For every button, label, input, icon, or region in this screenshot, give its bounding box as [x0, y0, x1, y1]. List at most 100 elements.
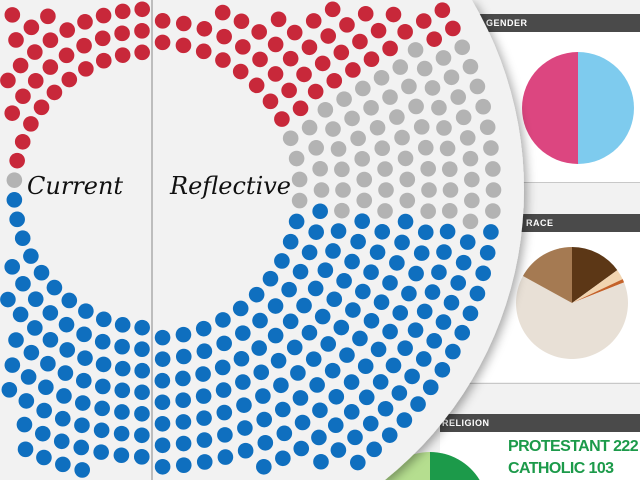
seat-dot-reflective: [320, 28, 337, 44]
seat-dot-reflective: [215, 52, 231, 68]
seat-dot-reflective: [301, 119, 318, 136]
seat-dot-current: [8, 32, 24, 48]
seat-dot-reflective: [421, 182, 437, 198]
seat-dot-reflective: [257, 434, 274, 451]
seat-dot-reflective: [397, 24, 413, 40]
seat-dot-current: [42, 59, 59, 75]
seat-dot-reflective: [424, 80, 441, 96]
seat-dot-reflective: [475, 265, 491, 282]
seat-dot-reflective: [281, 281, 297, 298]
seat-dot-reflective: [443, 69, 460, 86]
seat-dot-current: [113, 425, 130, 442]
seat-dot-current: [134, 341, 150, 357]
seat-dot-reflective: [422, 379, 439, 396]
seat-dot-reflective: [274, 253, 290, 269]
seat-dot-reflective: [312, 402, 328, 419]
seat-dot-reflective: [382, 275, 398, 291]
seat-dot-reflective: [356, 192, 373, 209]
seat-dot-reflective: [291, 171, 308, 188]
seat-dot-reflective: [301, 244, 318, 261]
seat-dot-reflective: [416, 303, 433, 320]
seat-dot-reflective: [434, 2, 451, 19]
seat-dot-reflective: [175, 326, 192, 343]
seat-dot-current: [27, 44, 43, 60]
seat-dot-current: [95, 52, 112, 69]
seat-dot-reflective: [293, 440, 310, 457]
seat-dot-reflective: [256, 458, 272, 475]
seat-dot-current: [46, 279, 63, 296]
seat-dot-current: [133, 449, 150, 465]
seat-dot-reflective: [307, 280, 324, 297]
seat-dot-reflective: [462, 58, 479, 75]
seat-dot-reflective: [357, 5, 374, 22]
seat-dot-reflective: [216, 335, 232, 352]
seat-dot-reflective: [248, 77, 265, 94]
seat-dot-reflective: [363, 51, 380, 68]
seat-dot-reflective: [313, 182, 330, 198]
seat-dot-reflective: [330, 442, 347, 458]
seat-dot-reflective: [286, 339, 303, 356]
seat-dot-reflective: [196, 343, 213, 360]
seat-dot-reflective: [377, 161, 393, 177]
seat-dot-reflective: [270, 352, 287, 369]
seat-dot-current: [55, 456, 71, 473]
seat-dot-current: [4, 357, 21, 373]
seat-dot-reflective: [328, 388, 345, 405]
seat-dot-reflective: [373, 294, 390, 311]
religion-label-catholic: CATHOLIC 103: [508, 460, 614, 477]
seat-dot-reflective: [475, 98, 491, 115]
seat-dot-current: [15, 88, 31, 105]
seat-dot-reflective: [317, 262, 334, 278]
seat-dot-current: [114, 3, 131, 20]
seat-dot-reflective: [235, 374, 251, 390]
seat-dot-reflective: [436, 120, 452, 136]
seat-dot-reflective: [439, 223, 456, 240]
seat-dot-reflective: [195, 366, 211, 382]
seat-dot-reflective: [435, 314, 452, 330]
seat-dot-reflective: [381, 427, 398, 443]
religion-header: RELIGION: [440, 414, 640, 432]
seat-dot-current: [114, 47, 131, 63]
seat-dot-current: [0, 291, 16, 308]
seat-dot-reflective: [362, 415, 379, 432]
seat-dot-reflective: [154, 351, 171, 367]
seat-dot-reflective: [424, 284, 441, 300]
seat-dot-reflective: [282, 130, 299, 147]
seat-dot-reflective: [305, 13, 322, 29]
seat-dot-reflective: [339, 347, 355, 363]
seat-dot-reflective: [217, 449, 234, 465]
seat-dot-reflective: [410, 396, 426, 412]
seat-dot-current: [75, 372, 92, 389]
seat-dot-reflective: [454, 39, 471, 56]
seat-dot-reflective: [436, 244, 452, 260]
seat-dot-reflective: [154, 13, 171, 29]
seat-dot-reflective: [286, 24, 303, 41]
seat-dot-reflective: [401, 78, 417, 95]
seat-dot-reflective: [441, 161, 458, 177]
seat-dot-reflective: [215, 382, 232, 398]
seat-dot-reflective: [301, 39, 318, 56]
seat-dot-reflective: [369, 119, 386, 136]
seat-dot-reflective: [454, 324, 471, 341]
seat-dot-current: [114, 338, 130, 355]
seat-dot-reflective: [324, 1, 341, 18]
seat-dot-reflective: [450, 89, 467, 105]
seat-dot-reflective: [309, 377, 325, 393]
seat-dot-reflective: [282, 313, 299, 330]
seat-dot-reflective: [154, 394, 171, 411]
seat-dot-reflective: [290, 365, 306, 381]
seat-dot-current: [74, 417, 90, 434]
seat-dot-current: [36, 402, 52, 419]
seat-dot-reflective: [196, 20, 213, 37]
seat-dot-current: [33, 99, 50, 116]
gender-header: GENDER: [440, 14, 640, 32]
seat-dot-current: [73, 439, 90, 456]
seat-dot-reflective: [392, 305, 409, 321]
seat-dot-reflective: [267, 327, 284, 344]
seat-dot-reflective: [350, 130, 366, 147]
seat-dot-reflective: [154, 329, 171, 346]
seat-dot-reflective: [196, 410, 212, 426]
seat-dot-current: [27, 291, 44, 307]
seat-dot-reflective: [195, 320, 212, 337]
seat-dot-reflective: [464, 192, 480, 209]
